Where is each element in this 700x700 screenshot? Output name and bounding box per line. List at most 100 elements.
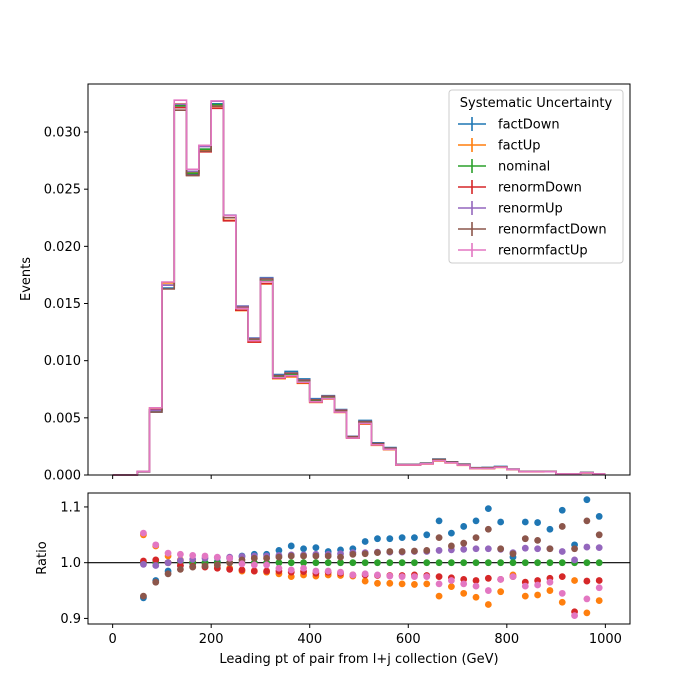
ratio-point-renormUp xyxy=(558,548,566,555)
ratio-point-renormfactDown xyxy=(337,553,344,561)
ratio-point-renormfactUp xyxy=(300,564,307,572)
legend-entry-factDown: factDown xyxy=(458,117,560,133)
ratio-point-renormDown xyxy=(250,567,258,575)
ratio-point-renormfactDown xyxy=(349,550,357,558)
main-y-ticks: 0.000 0.005 0.010 0.015 0.020 0.025 0.030 xyxy=(44,126,88,484)
ratio-point-renormfactUp xyxy=(176,550,184,558)
ratio-series-renormfactDown xyxy=(140,517,603,600)
ratio-point-factDown xyxy=(583,496,591,504)
ratio-point-nominal xyxy=(484,559,492,567)
ratio-point-factUp xyxy=(571,577,578,584)
ratio-point-renormfactUp xyxy=(164,549,172,557)
main-y-tick-label: 0.005 xyxy=(44,411,81,426)
ratio-point-nominal xyxy=(312,559,320,567)
ratio-point-factUp xyxy=(374,579,381,587)
ratio-point-renormfactUp xyxy=(595,584,603,592)
legend-entries: factDown factUp nominal renormDown renormUp r… xyxy=(458,117,607,259)
ratio-point-renormfactUp xyxy=(275,564,283,572)
ratio-point-renormUp xyxy=(472,545,480,553)
ratio-point-factDown xyxy=(497,518,505,526)
ratio-point-factDown xyxy=(300,545,307,553)
ratio-point-factDown xyxy=(312,544,320,552)
ratio-point-factDown xyxy=(423,531,431,539)
ratio-point-renormfactDown xyxy=(484,525,492,533)
ratio-point-renormfactUp xyxy=(361,570,369,578)
ratio-point-renormUp xyxy=(164,559,172,567)
ratio-y-tick-label: 0.9 xyxy=(60,612,81,627)
ratio-point-nominal xyxy=(521,559,529,567)
legend-title: Systematic Uncertainty xyxy=(460,96,613,111)
ratio-point-renormfactDown xyxy=(300,552,307,560)
ratio-point-factUp xyxy=(472,593,480,601)
ratio-point-factUp xyxy=(460,589,468,597)
x-axis-label: Leading pt of pair from l+j collection (… xyxy=(219,652,498,667)
ratio-point-factDown xyxy=(435,517,443,525)
ratio-point-renormDown xyxy=(472,577,480,584)
legend-label-nominal: nominal xyxy=(498,160,550,175)
ratio-x-tick-label: 0 xyxy=(108,632,116,647)
ratio-point-factUp xyxy=(595,597,603,604)
ratio-point-nominal xyxy=(460,559,468,567)
ratio-point-nominal xyxy=(497,559,505,567)
ratio-point-factDown xyxy=(374,535,381,543)
ratio-point-renormfactDown xyxy=(140,592,147,600)
ratio-point-renormfactUp xyxy=(324,567,332,575)
ratio-point-factUp xyxy=(497,588,505,596)
ratio-point-factDown xyxy=(521,518,529,526)
legend-label-renormUp: renormUp xyxy=(498,202,563,217)
legend-label-renormfactDown: renormfactDown xyxy=(498,223,607,238)
main-histogram-panel: 0.000 0.005 0.010 0.015 0.020 0.025 0.030 Even… xyxy=(19,83,631,484)
legend-frame xyxy=(448,89,624,264)
ratio-point-factUp xyxy=(484,601,492,608)
ratio-point-factDown xyxy=(484,505,492,513)
ratio-point-nominal xyxy=(300,559,307,567)
legend-entry-renormfactDown: renormfactDown xyxy=(458,222,607,238)
ratio-point-renormfactUp xyxy=(201,552,209,560)
ratio-point-renormUp xyxy=(571,556,578,564)
ratio-point-renormUp xyxy=(521,544,529,552)
ratio-x-ticks: 0 200 400 600 800 1000 xyxy=(108,624,622,647)
main-plot-frame xyxy=(87,83,631,476)
ratio-point-renormfactUp xyxy=(263,561,271,569)
ratio-point-renormfactUp xyxy=(558,589,566,597)
ratio-point-renormfactUp xyxy=(374,571,381,579)
legend-entry-nominal: nominal xyxy=(458,159,550,175)
ratio-point-renormfactDown xyxy=(164,570,172,578)
ratio-point-renormfactDown xyxy=(558,523,566,530)
ratio-point-renormfactDown xyxy=(263,554,271,562)
ratio-point-factUp xyxy=(361,577,369,585)
legend-entry-renormDown: renormDown xyxy=(458,180,582,196)
ratio-point-renormfactDown xyxy=(201,562,209,570)
ratio-point-factUp xyxy=(435,592,443,600)
ratio-point-nominal xyxy=(386,559,394,567)
ratio-point-renormfactDown xyxy=(176,565,184,573)
ratio-point-renormfactUp xyxy=(213,553,221,561)
ratio-point-renormUp xyxy=(484,545,492,553)
ratio-point-renormfactDown xyxy=(534,536,542,544)
ratio-point-renormfactUp xyxy=(571,612,578,620)
ratio-point-renormfactDown xyxy=(275,553,283,561)
ratio-point-renormfactDown xyxy=(497,545,505,553)
ratio-point-factDown xyxy=(287,542,295,550)
ratio-point-renormfactDown xyxy=(398,548,406,555)
ratio-point-factUp xyxy=(521,592,529,600)
ratio-point-nominal xyxy=(337,559,344,567)
ratio-point-renormDown xyxy=(595,577,603,584)
ratio-point-factDown xyxy=(534,519,542,526)
ratio-point-renormDown xyxy=(263,567,271,575)
ratio-point-renormfactUp xyxy=(472,582,480,590)
ratio-point-renormDown xyxy=(226,565,234,573)
ratio-point-nominal xyxy=(546,559,554,567)
ratio-x-tick-label: 400 xyxy=(297,632,322,647)
ratio-point-renormUp xyxy=(176,557,184,564)
ratio-point-renormfactDown xyxy=(287,552,295,560)
ratio-point-nominal xyxy=(447,559,455,567)
ratio-point-factUp xyxy=(411,581,418,588)
ratio-point-renormDown xyxy=(558,573,566,581)
legend-label-renormDown: renormDown xyxy=(498,181,582,196)
legend-label-factDown: factDown xyxy=(498,118,560,133)
ratio-point-renormfactUp xyxy=(534,581,542,589)
ratio-point-renormfactUp xyxy=(398,573,406,581)
legend-entry-renormfactUp: renormfactUp xyxy=(458,243,588,259)
